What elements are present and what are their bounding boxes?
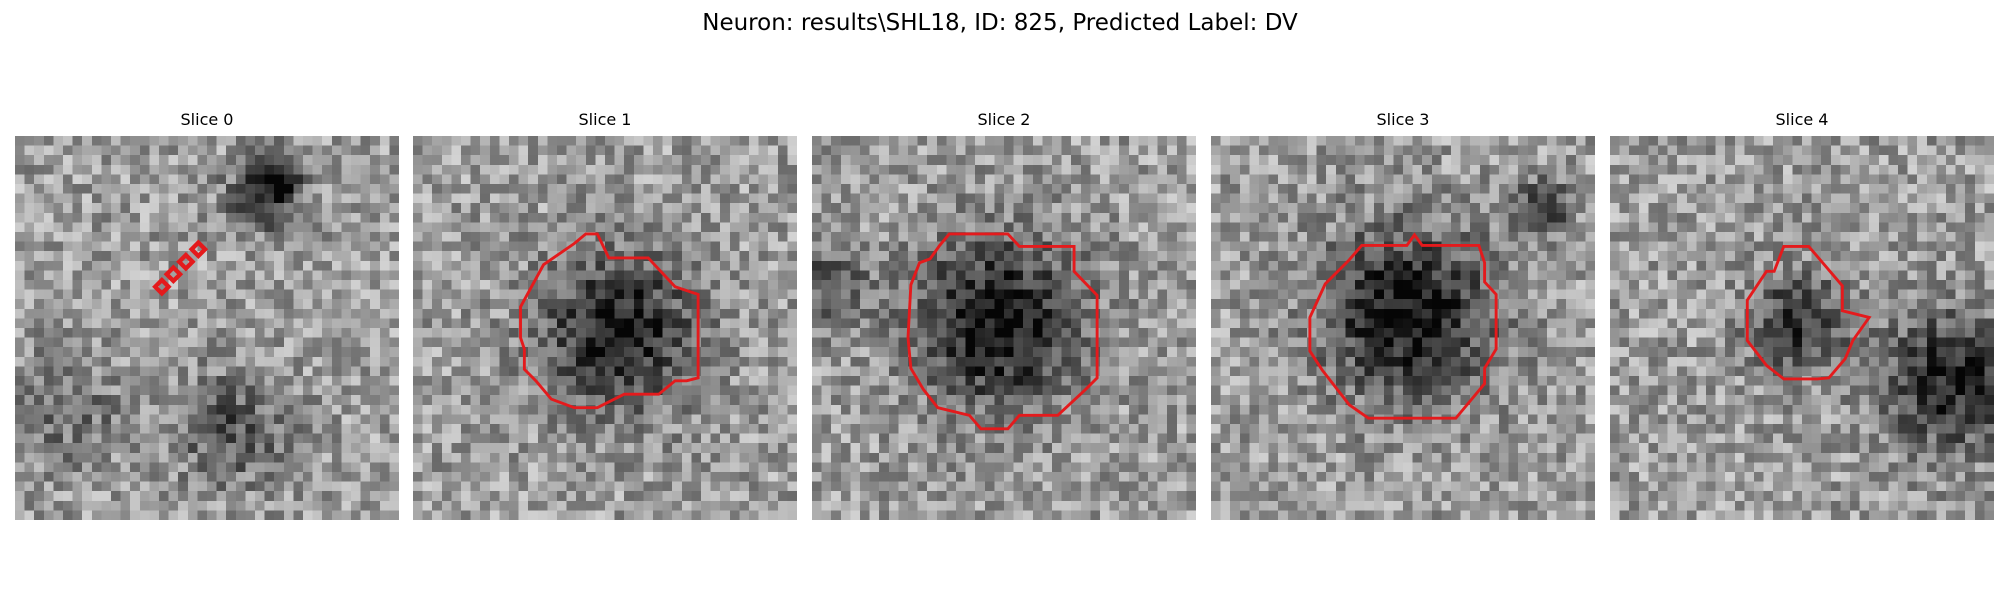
slice-title-0: Slice 0 <box>180 110 234 129</box>
slice-image-2 <box>812 136 1196 520</box>
slice-image-1 <box>413 136 797 520</box>
slice-panel-0: Slice 0 <box>15 109 399 520</box>
roi-outline-0 <box>152 239 209 297</box>
slice-title-1: Slice 1 <box>578 110 632 129</box>
roi-outline-2 <box>906 232 1099 431</box>
slice-image-4 <box>1610 136 1994 520</box>
figure-title: Neuron: results\SHL18, ID: 825, Predicte… <box>702 10 1298 36</box>
slice-panel-1: Slice 1 <box>413 109 797 520</box>
slice-title-3: Slice 3 <box>1376 110 1430 129</box>
slice-title-4: Slice 4 <box>1775 110 1829 129</box>
slice-panel-3: Slice 3 <box>1211 109 1595 520</box>
slice-image-3 <box>1211 136 1595 520</box>
roi-outline-4 <box>1745 244 1872 381</box>
slice-panel-4: Slice 4 <box>1610 109 1994 520</box>
roi-outline-3 <box>1308 232 1498 420</box>
slice-image-0 <box>15 136 399 520</box>
roi-outline-1 <box>519 232 700 410</box>
slice-panel-2: Slice 2 <box>812 109 1196 520</box>
slice-title-2: Slice 2 <box>977 110 1031 129</box>
